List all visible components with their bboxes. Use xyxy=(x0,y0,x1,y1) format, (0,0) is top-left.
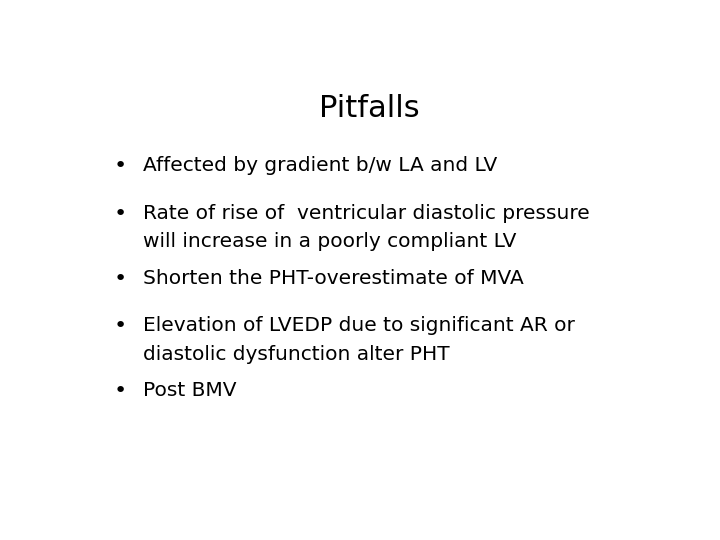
Text: Shorten the PHT-overestimate of MVA: Shorten the PHT-overestimate of MVA xyxy=(143,268,523,287)
Text: Post BMV: Post BMV xyxy=(143,381,236,400)
Text: •: • xyxy=(114,268,127,288)
Text: will increase in a poorly compliant LV: will increase in a poorly compliant LV xyxy=(143,232,516,251)
Text: Elevation of LVEDP due to significant AR or: Elevation of LVEDP due to significant AR… xyxy=(143,316,575,335)
Text: •: • xyxy=(114,204,127,224)
Text: Pitfalls: Pitfalls xyxy=(319,94,419,123)
Text: •: • xyxy=(114,156,127,176)
Text: •: • xyxy=(114,316,127,336)
Text: Affected by gradient b/w LA and LV: Affected by gradient b/w LA and LV xyxy=(143,156,498,176)
Text: diastolic dysfunction alter PHT: diastolic dysfunction alter PHT xyxy=(143,345,449,363)
Text: •: • xyxy=(114,381,127,401)
Text: Rate of rise of  ventricular diastolic pressure: Rate of rise of ventricular diastolic pr… xyxy=(143,204,590,223)
